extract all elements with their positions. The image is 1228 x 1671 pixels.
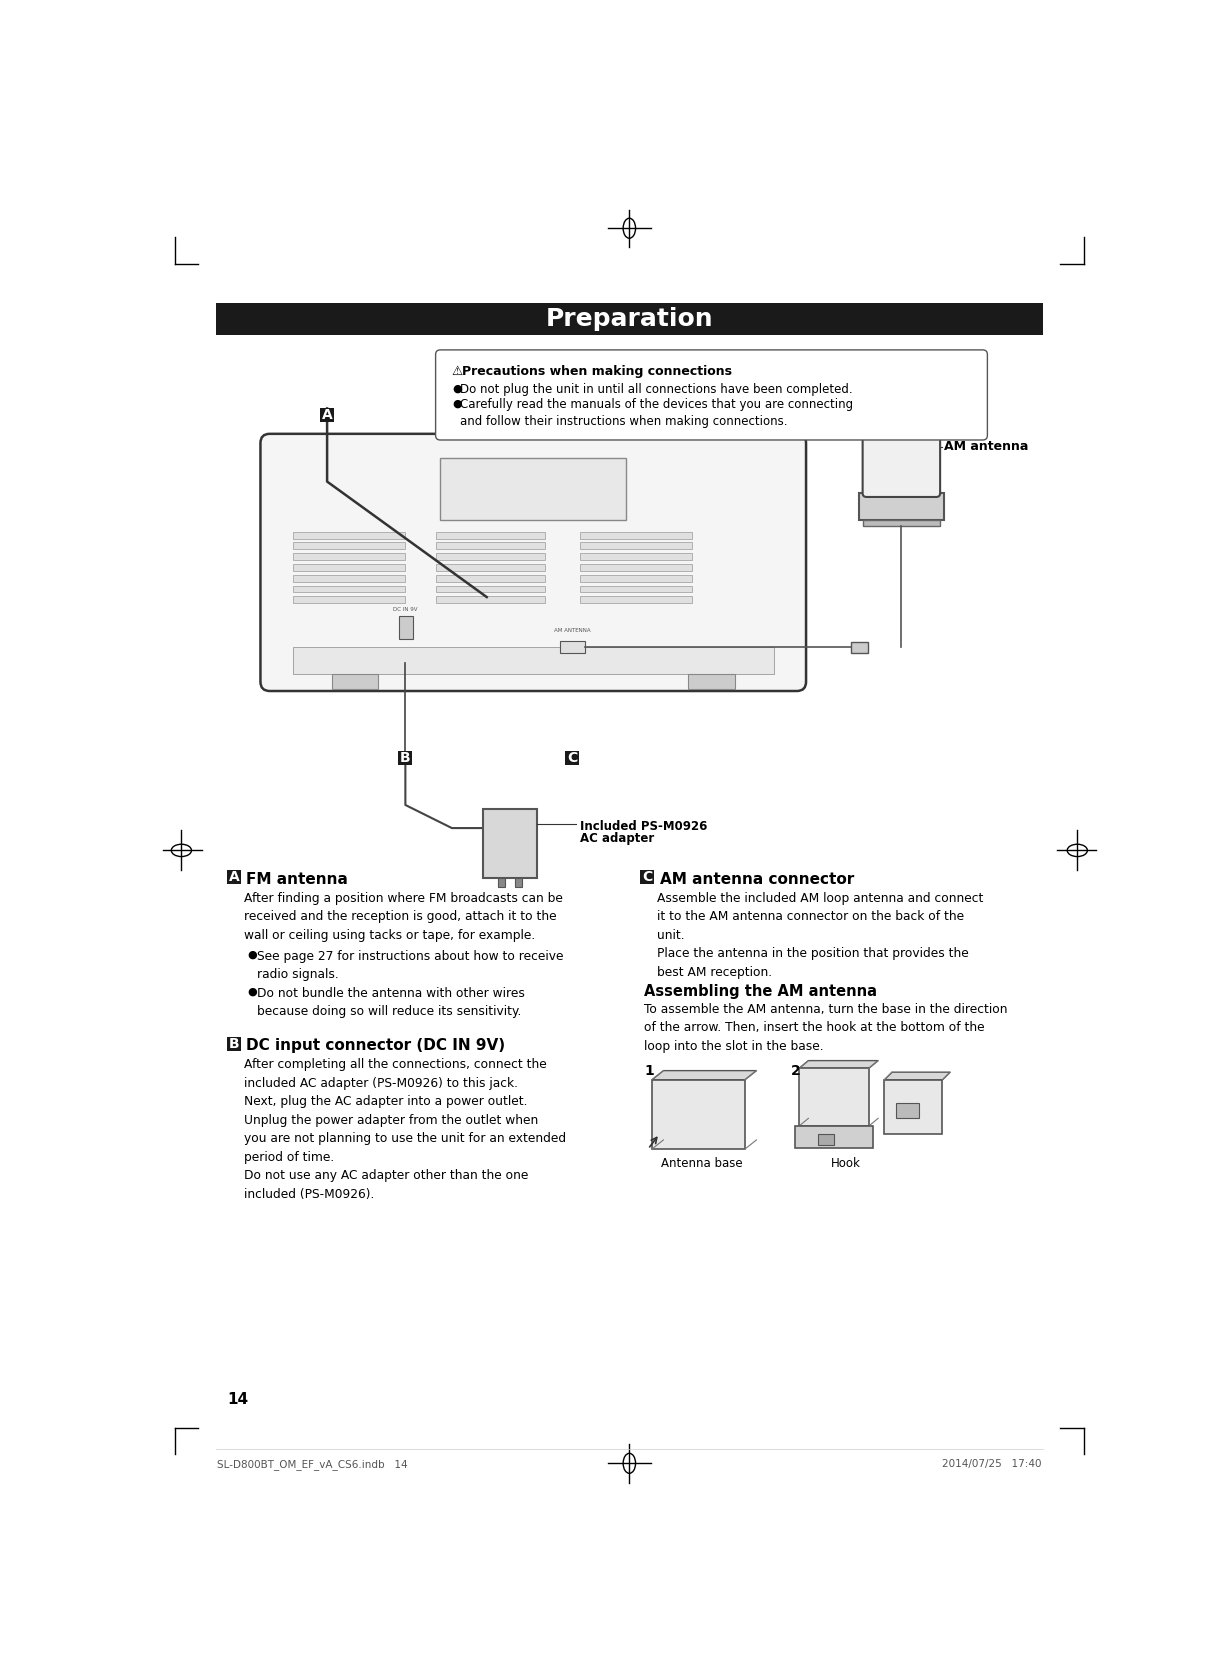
Bar <box>436 553 545 560</box>
Bar <box>565 750 578 765</box>
Bar <box>580 575 693 582</box>
Bar <box>884 1079 942 1133</box>
Text: See page 27 for instructions about how to receive
radio signals.: See page 27 for instructions about how t… <box>257 949 564 981</box>
Bar <box>851 642 868 652</box>
FancyBboxPatch shape <box>862 404 941 496</box>
Bar <box>441 458 626 520</box>
Text: ⚠: ⚠ <box>451 366 463 378</box>
Bar <box>796 1126 873 1148</box>
Circle shape <box>898 408 905 416</box>
Bar <box>516 879 522 887</box>
Bar <box>436 597 545 603</box>
Bar <box>227 1036 241 1051</box>
Bar <box>293 531 405 538</box>
Bar <box>436 543 545 550</box>
Bar <box>293 553 405 560</box>
Bar <box>818 1133 834 1145</box>
Text: Preparation: Preparation <box>545 307 713 331</box>
Text: After completing all the connections, connect the
included AC adapter (PS-M0926): After completing all the connections, co… <box>244 1058 566 1201</box>
Bar <box>436 585 545 593</box>
Bar <box>862 520 941 526</box>
Bar <box>293 585 405 593</box>
Text: To assemble the AM antenna, turn the base in the direction
of the arrow. Then, i: To assemble the AM antenna, turn the bas… <box>643 1003 1008 1053</box>
Bar <box>688 673 734 690</box>
Text: Precautions when making connections: Precautions when making connections <box>462 364 732 378</box>
Bar <box>483 809 537 879</box>
Text: ●: ● <box>453 398 463 408</box>
Text: Assemble the included AM loop antenna and connect
it to the AM antenna connector: Assemble the included AM loop antenna an… <box>657 892 984 979</box>
Bar <box>560 642 586 653</box>
Bar <box>873 414 930 461</box>
Polygon shape <box>884 1073 950 1079</box>
Text: Carefully read the manuals of the devices that you are connecting
and follow the: Carefully read the manuals of the device… <box>460 398 853 428</box>
Bar <box>436 563 545 571</box>
Bar <box>321 408 334 423</box>
Text: 2: 2 <box>791 1064 801 1078</box>
Bar <box>499 879 505 887</box>
Text: FM antenna: FM antenna <box>247 872 349 887</box>
Bar <box>858 493 944 520</box>
Text: Do not plug the unit in until all connections have been completed.: Do not plug the unit in until all connec… <box>460 383 853 396</box>
Bar <box>227 871 241 884</box>
Text: ●: ● <box>247 949 257 959</box>
Text: Hook: Hook <box>830 1156 861 1170</box>
Text: Do not bundle the antenna with other wires
because doing so will reduce its sens: Do not bundle the antenna with other wir… <box>257 986 524 1018</box>
Text: DC IN 9V: DC IN 9V <box>393 608 418 613</box>
Circle shape <box>491 822 502 834</box>
Bar <box>580 531 693 538</box>
Bar <box>580 563 693 571</box>
Circle shape <box>400 623 410 633</box>
Text: AM antenna connector: AM antenna connector <box>659 872 853 887</box>
FancyBboxPatch shape <box>436 349 987 439</box>
Text: B: B <box>228 1036 239 1051</box>
Text: 2014/07/25   17:40: 2014/07/25 17:40 <box>942 1459 1041 1469</box>
Text: C: C <box>642 871 652 884</box>
Text: Antenna base: Antenna base <box>662 1156 743 1170</box>
Bar <box>293 575 405 582</box>
Bar <box>293 563 405 571</box>
Bar <box>436 575 545 582</box>
Bar <box>896 1103 920 1118</box>
Polygon shape <box>652 1071 756 1079</box>
Text: B: B <box>400 750 410 765</box>
Text: Assembling the AM antenna: Assembling the AM antenna <box>643 984 877 999</box>
Text: AM antenna: AM antenna <box>944 441 1028 453</box>
Text: ●: ● <box>453 384 463 394</box>
Bar <box>293 597 405 603</box>
Bar <box>580 553 693 560</box>
Text: DC input connector (DC IN 9V): DC input connector (DC IN 9V) <box>247 1038 506 1053</box>
FancyBboxPatch shape <box>260 434 806 692</box>
Text: A: A <box>228 871 239 884</box>
Bar <box>399 617 413 640</box>
Bar <box>640 871 655 884</box>
Bar <box>293 647 774 673</box>
Text: 14: 14 <box>227 1392 248 1407</box>
Text: AM ANTENNA: AM ANTENNA <box>554 628 591 633</box>
Text: C: C <box>567 750 577 765</box>
Bar <box>215 302 1044 336</box>
Text: AC adapter: AC adapter <box>580 832 655 846</box>
Bar <box>652 1079 745 1150</box>
Text: Included PS-M0926: Included PS-M0926 <box>580 819 707 832</box>
Bar <box>332 673 378 690</box>
Polygon shape <box>799 1061 878 1068</box>
Bar <box>293 543 405 550</box>
Bar <box>436 531 545 538</box>
Bar <box>580 543 693 550</box>
Text: SL-D800BT_OM_EF_vA_CS6.indb   14: SL-D800BT_OM_EF_vA_CS6.indb 14 <box>217 1459 408 1470</box>
Bar <box>398 750 413 765</box>
Text: After finding a position where FM broadcasts can be
received and the reception i: After finding a position where FM broadc… <box>244 892 564 942</box>
Text: A: A <box>322 408 333 423</box>
Text: 1: 1 <box>643 1064 653 1078</box>
Bar <box>580 585 693 593</box>
Bar <box>580 597 693 603</box>
Bar <box>799 1068 869 1126</box>
Text: ●: ● <box>247 986 257 996</box>
